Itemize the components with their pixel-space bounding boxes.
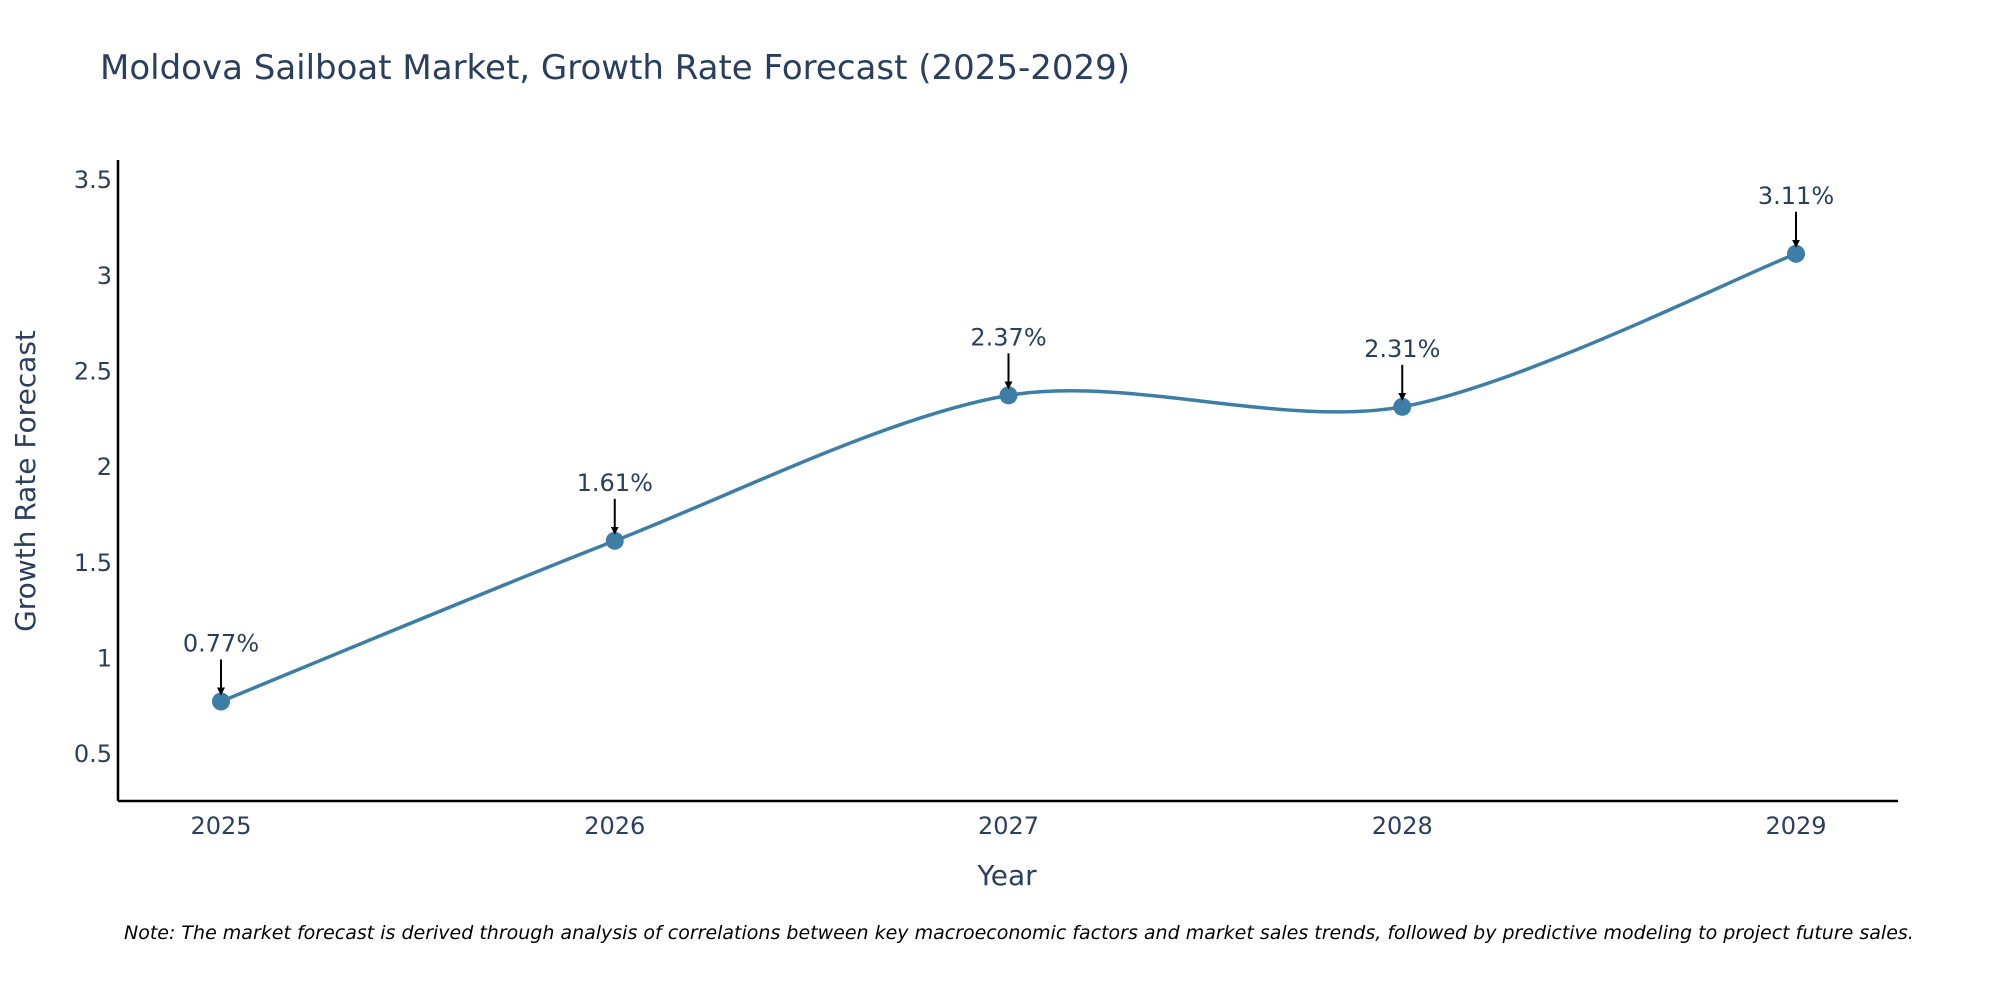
y-tick-label: 0.5 [74,740,112,768]
x-tick-label: 2027 [978,812,1039,840]
y-tick-label: 1.5 [74,549,112,577]
x-tick-label: 2028 [1372,812,1433,840]
data-label: 1.61% [577,469,653,497]
footnote: Note: The market forecast is derived thr… [124,922,1914,944]
data-point [1393,397,1412,416]
data-label: 2.37% [970,323,1046,351]
axes [116,160,1898,803]
data-point [1787,244,1805,263]
y-tick-label: 3 [97,262,112,290]
x-tick-label: 2029 [1765,812,1826,840]
x-tick-label: 2026 [584,812,645,840]
y-tick-label: 3.5 [74,166,112,194]
annotations: 0.77% 1.61% 2.37% 2.31% 3.11% [183,182,1834,696]
data-point [212,692,230,711]
chart-title: Moldova Sailboat Market, Growth Rate For… [100,48,1130,88]
data-point [999,386,1018,405]
x-axis-ticks: 2025 2026 2027 2028 2029 [190,812,1826,840]
data-label: 0.77% [183,630,259,658]
data-label: 2.31% [1364,335,1440,363]
series-line [220,252,1797,704]
y-tick-label: 1 [97,644,112,672]
y-axis-ticks: 0.5 1 1.5 2 2.5 3 3.5 [74,166,112,768]
x-tick-label: 2025 [190,812,251,840]
data-label: 3.11% [1758,182,1834,210]
y-tick-label: 2.5 [74,357,112,385]
y-axis-title: Growth Rate Forecast [9,330,42,632]
data-points [212,244,1805,711]
x-axis-title: Year [976,859,1037,892]
data-point [605,531,624,550]
y-tick-label: 2 [97,453,112,481]
